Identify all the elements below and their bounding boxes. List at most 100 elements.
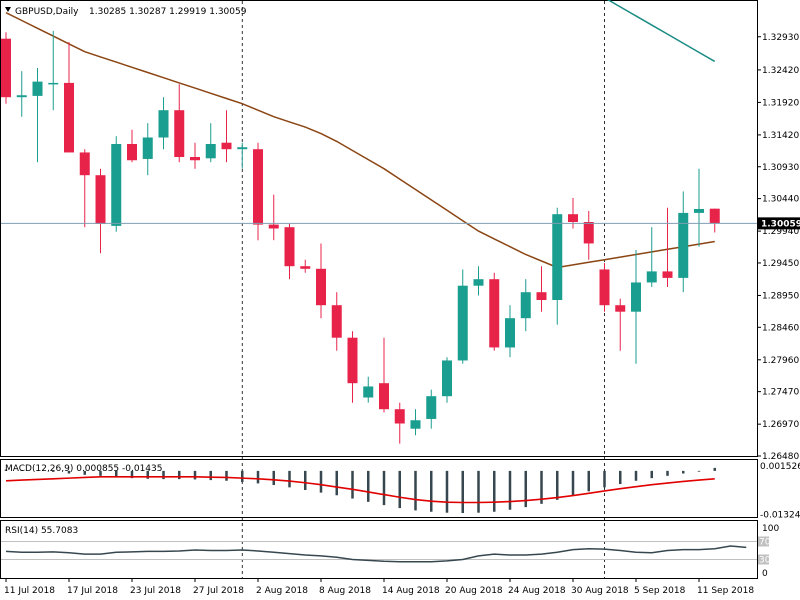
current-price-line: 1.30059 (1, 217, 800, 230)
macd-histogram-bar (603, 470, 606, 488)
current-price-label: 1.30059 (761, 219, 800, 229)
macd-histogram-bar (634, 470, 638, 481)
candle (111, 136, 122, 232)
macd-histogram-bar (461, 470, 464, 514)
candle-body (520, 292, 531, 319)
moving-average-fast-line (5, 12, 715, 269)
macd-histogram-bar (241, 470, 244, 483)
macd-histogram-bar (99, 470, 102, 476)
macd-histogram-bar (508, 470, 512, 510)
candle (253, 142, 263, 241)
candle (205, 123, 216, 163)
macd-histogram-bar (414, 470, 417, 511)
candle (48, 30, 59, 111)
time-tick-label: 8 Aug 2018 (319, 586, 371, 596)
candle-body (410, 420, 421, 429)
macd-histogram-bar (619, 470, 622, 485)
rsi-indicator: 100 70 30 0 (1, 524, 779, 579)
ohlc-label: 1.30285 1.30287 1.29919 1.30059 (89, 7, 247, 17)
candle (190, 142, 200, 169)
price-tick-label: 1.30930 (762, 163, 799, 173)
macd-histogram-bar (445, 470, 449, 513)
macd-histogram-bar (130, 470, 134, 479)
candle-body (552, 214, 563, 300)
candle-body (190, 157, 200, 161)
macd-axis-label: -0.013249 (760, 511, 800, 521)
triangle-down-icon[interactable] (5, 7, 11, 12)
macd-histogram-bar (178, 470, 181, 480)
candle (1, 32, 11, 104)
candle (536, 266, 547, 312)
candle (79, 149, 90, 228)
current-price-tag (757, 217, 800, 230)
candle-body (174, 110, 185, 157)
candle-body (615, 305, 626, 312)
price-tick-label: 1.28950 (762, 291, 799, 301)
time-tick-label: 30 Aug 2018 (571, 586, 629, 596)
macd-histogram-bar (52, 470, 55, 472)
price-tick-label: 1.30440 (762, 195, 799, 205)
macd-histogram-bar (209, 470, 212, 481)
candle (64, 41, 74, 153)
macd-histogram-bar (351, 470, 354, 499)
rsi-axis-label: 30 (759, 556, 771, 566)
time-tick-label: 11 Jul 2018 (4, 586, 55, 596)
candle (174, 84, 185, 163)
candle (363, 376, 374, 403)
candles (1, 30, 720, 444)
rsi-line (5, 545, 747, 563)
candle-body (489, 279, 500, 348)
macd-histogram-bar (193, 470, 197, 480)
candle (300, 259, 311, 273)
candle-body (568, 214, 578, 222)
candle-body (48, 82, 59, 85)
price-axis: 1.32930 1.32420 1.31920 1.31420 1.30930 1.304… (757, 33, 799, 462)
candle-body (426, 396, 437, 419)
candle (457, 269, 468, 364)
price-tick-label: 1.26970 (762, 420, 799, 430)
macd-histogram-bar (587, 470, 590, 492)
moving-averages (5, 0, 716, 269)
candle-body (221, 142, 232, 150)
time-tick-label: 24 Aug 2018 (508, 586, 566, 596)
candle-body (316, 268, 326, 306)
macd-histogram-bar (36, 470, 39, 472)
rsi-level-tag (758, 554, 769, 565)
candle (489, 272, 500, 351)
time-tick-label: 23 Jul 2018 (130, 586, 181, 596)
macd-histogram-bar (146, 470, 149, 479)
candle-body (331, 305, 342, 338)
candle (694, 168, 704, 247)
candle-body (205, 144, 216, 159)
rsi-axis-label: 70 (759, 538, 771, 548)
candle (583, 210, 594, 260)
moving-average-slow-line (606, 0, 716, 63)
macd-histogram-bar (524, 470, 527, 508)
price-tick-label: 1.31420 (762, 131, 799, 141)
macd-histogram-bar (493, 470, 496, 512)
candle-body (646, 271, 657, 283)
price-tick-label: 1.31920 (762, 98, 799, 108)
candle (631, 249, 641, 364)
macd-title: MACD(12,26,9) 0.000855 -0.01435 (5, 464, 162, 474)
rsi-level-tag (758, 536, 769, 547)
price-tick-label: 1.26480 (762, 452, 799, 462)
candle-body (347, 337, 358, 384)
candle (379, 337, 389, 413)
macd-histogram-bar (682, 470, 685, 474)
symbol-label: GBPUSD,Daily (15, 7, 79, 17)
macd-histogram-bar (382, 470, 386, 506)
candle (678, 191, 689, 293)
macd-histogram-bar (256, 470, 260, 484)
rsi-axis-label: 0 (762, 569, 768, 579)
candle (646, 227, 657, 287)
candle-body (473, 279, 484, 286)
candle-body (599, 269, 610, 306)
macd-axis-label: 0.001526 (760, 462, 800, 472)
candle (284, 223, 295, 280)
candle-body (709, 208, 720, 224)
candle (473, 266, 484, 296)
candle-body (253, 149, 263, 225)
price-tick-label: 1.32930 (762, 33, 799, 43)
time-tick-label: 20 Aug 2018 (445, 586, 503, 596)
